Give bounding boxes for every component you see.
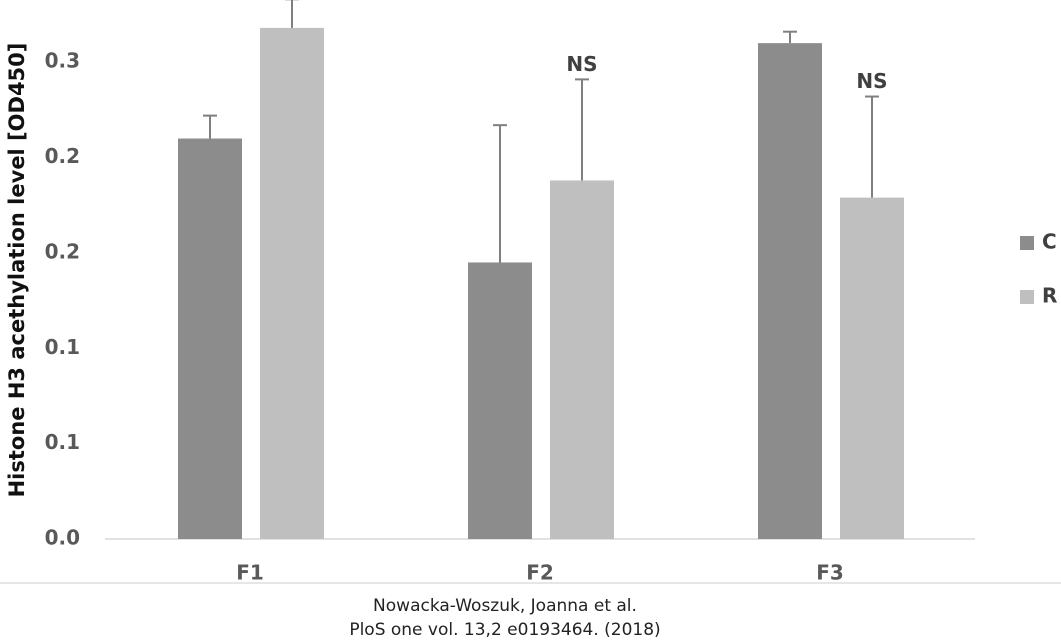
- caption: PloS one vol. 13,2 e0193464. (2018): [349, 620, 660, 640]
- significance-label: NS: [856, 69, 887, 93]
- x-tick-label: F1: [236, 561, 264, 585]
- y-axis-label: Histone H3 acethylation level [OD450]: [5, 43, 29, 498]
- y-tick-label: 0.2: [45, 239, 80, 263]
- bar: [260, 27, 324, 540]
- bar: [840, 197, 904, 539]
- y-tick-label: 0.1: [45, 430, 80, 454]
- error-bar: [783, 30, 797, 44]
- significance-label: NS: [566, 52, 597, 76]
- legend-swatch: [1020, 290, 1034, 304]
- bar: [178, 138, 242, 539]
- caption: Nowacka-Woszuk, Joanna et al.: [373, 596, 637, 616]
- bar: [758, 43, 822, 540]
- error-bar: [203, 114, 217, 139]
- error-bar: [575, 78, 589, 181]
- error-bar: [865, 95, 879, 198]
- x-tick-label: F3: [816, 561, 844, 585]
- legend-label: R: [1042, 284, 1057, 308]
- bar: [468, 262, 532, 539]
- legend-swatch: [1020, 236, 1034, 250]
- error-bar: [493, 124, 507, 263]
- legend-label: C: [1042, 230, 1057, 254]
- bar: [550, 180, 614, 539]
- y-tick-label: 0.0: [45, 526, 80, 550]
- y-tick-label: 0.3: [45, 49, 80, 73]
- x-tick-label: F2: [526, 561, 554, 585]
- y-tick-label: 0.1: [45, 335, 80, 359]
- y-tick-label: 0.2: [45, 144, 80, 168]
- error-bar: [285, 0, 299, 28]
